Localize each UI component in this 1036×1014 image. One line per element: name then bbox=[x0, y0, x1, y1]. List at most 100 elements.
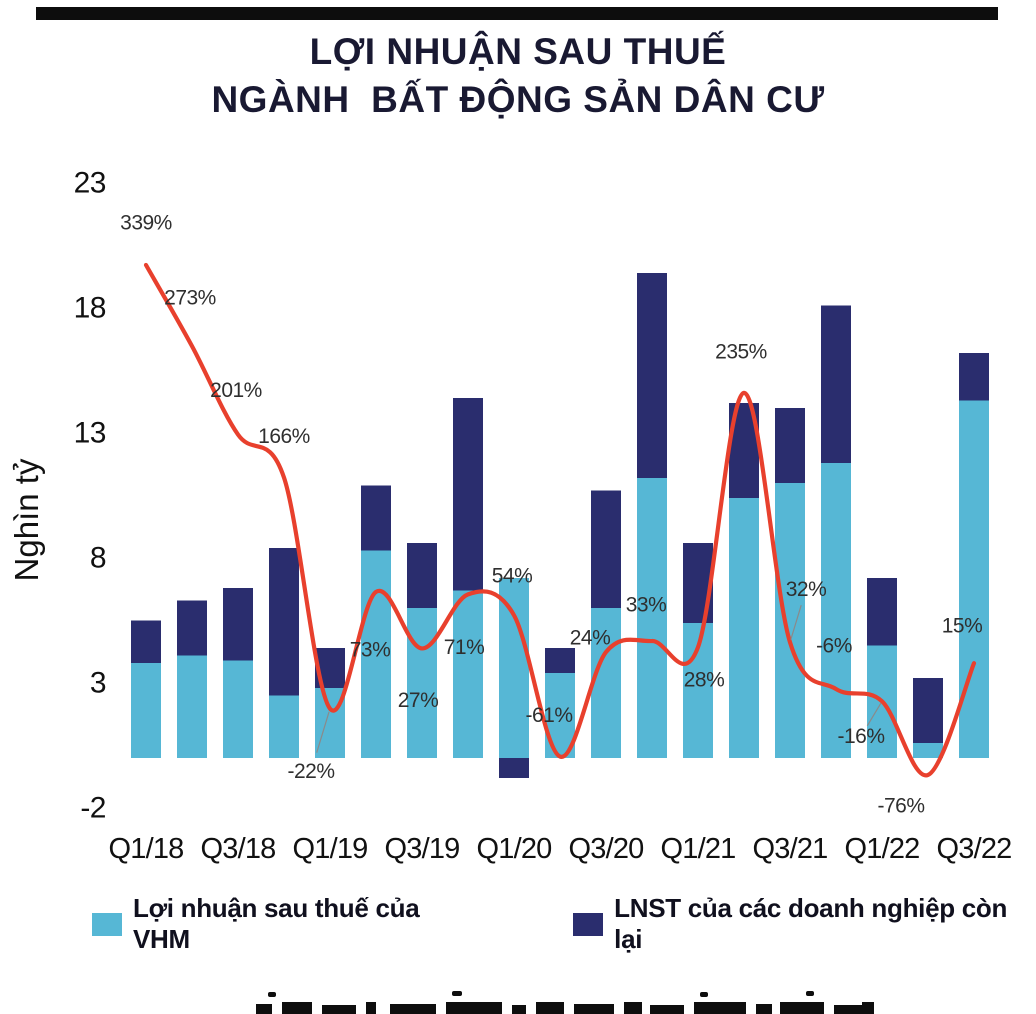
bar-vhm-Q3/20 bbox=[591, 608, 621, 758]
y-tick-13: 13 bbox=[74, 417, 106, 450]
bar-others-Q1/20 bbox=[499, 758, 529, 778]
caption-accent-fragment bbox=[268, 992, 276, 997]
y-tick-18: 18 bbox=[74, 292, 106, 325]
bar-others-Q3/21 bbox=[775, 408, 805, 483]
x-tick-Q3/18: Q3/18 bbox=[201, 833, 276, 865]
annotation-54%: 54% bbox=[492, 565, 533, 588]
growth-line bbox=[143, 262, 977, 778]
annotation-leader--22% bbox=[316, 711, 330, 753]
caption-fragment bbox=[446, 1002, 502, 1014]
annotation-339%: 339% bbox=[120, 212, 172, 235]
caption-fragment bbox=[536, 1002, 564, 1014]
annotation-24%: 24% bbox=[570, 627, 611, 650]
annotation--16%: -16% bbox=[837, 725, 884, 748]
bar-others-Q1/18 bbox=[131, 620, 161, 663]
caption-fragment bbox=[624, 1002, 642, 1014]
bar-vhm-Q3/18 bbox=[223, 660, 253, 758]
bar-others-Q2/22 bbox=[913, 678, 943, 743]
caption-fragment bbox=[756, 1004, 772, 1014]
bar-vhm-Q2/19 bbox=[361, 550, 391, 758]
x-tick-Q1/19: Q1/19 bbox=[293, 833, 368, 865]
caption-fragment bbox=[512, 1005, 526, 1014]
chart-title-line1: LỢI NHUẬN SAU THUẾ bbox=[309, 31, 727, 72]
bar-others-Q4/19 bbox=[453, 398, 483, 591]
bar-others-Q4/21 bbox=[821, 305, 851, 463]
caption-fragment bbox=[282, 1002, 312, 1014]
annotation-27%: 27% bbox=[398, 689, 439, 712]
annotation-166%: 166% bbox=[258, 425, 310, 448]
bar-vhm-Q3/19 bbox=[407, 608, 437, 758]
x-tick-Q3/22: Q3/22 bbox=[937, 833, 1012, 865]
y-tick-8: 8 bbox=[90, 542, 106, 575]
annotation--22%: -22% bbox=[287, 760, 334, 783]
annotation--61%: -61% bbox=[525, 704, 572, 727]
bar-vhm-Q1/18 bbox=[131, 663, 161, 758]
caption-fragment bbox=[322, 1005, 356, 1014]
legend-item-others: LNST của các doanh nghiệp còn lại bbox=[573, 893, 1036, 955]
bar-vhm-Q3/22 bbox=[959, 400, 989, 758]
y-tick-23: 23 bbox=[74, 167, 106, 200]
legend-label-others: LNST của các doanh nghiệp còn lại bbox=[614, 893, 1008, 954]
bar-others-Q2/19 bbox=[361, 485, 391, 551]
bar-vhm-Q2/18 bbox=[177, 655, 207, 758]
x-tick-Q3/21: Q3/21 bbox=[753, 833, 828, 865]
bar-vhm-Q1/20 bbox=[499, 578, 529, 758]
chart-title-line2: NGÀNH BẤT ĐỘNG SẢN DÂN CƯ bbox=[211, 79, 825, 120]
x-tick-Q1/20: Q1/20 bbox=[477, 833, 552, 865]
caption-fragment bbox=[390, 1004, 436, 1014]
bar-vhm-Q2/22 bbox=[913, 743, 943, 758]
bar-others-Q3/18 bbox=[223, 588, 253, 661]
caption-fragment bbox=[650, 1005, 684, 1014]
caption-fragment bbox=[862, 1002, 874, 1014]
bar-vhm-Q4/19 bbox=[453, 590, 483, 758]
bar-vhm-Q4/20 bbox=[637, 478, 667, 758]
legend: Lợi nhuận sau thuế của VHM LNST của các … bbox=[92, 893, 1036, 955]
x-tick-Q1/18: Q1/18 bbox=[109, 833, 184, 865]
caption-fragment bbox=[780, 1002, 824, 1014]
bar-others-Q4/20 bbox=[637, 273, 667, 478]
bar-others-Q1/22 bbox=[867, 578, 897, 646]
bar-vhm-Q4/18 bbox=[269, 695, 299, 758]
legend-label-vhm: Lợi nhuận sau thuế của VHM bbox=[133, 893, 420, 954]
caption-accent-fragment bbox=[700, 992, 708, 997]
annotation-273%: 273% bbox=[164, 287, 216, 310]
x-tick-Q1/22: Q1/22 bbox=[845, 833, 920, 865]
top-divider-bar bbox=[36, 7, 998, 20]
bar-others-Q4/18 bbox=[269, 548, 299, 696]
x-tick-Q3/19: Q3/19 bbox=[385, 833, 460, 865]
annotation--76%: -76% bbox=[877, 794, 924, 817]
chart-title: LỢI NHUẬN SAU THUẾ NGÀNH BẤT ĐỘNG SẢN DÂ… bbox=[14, 28, 1022, 124]
annotation-71%: 71% bbox=[444, 636, 485, 659]
annotation-leader--16% bbox=[866, 702, 882, 727]
annotation-leader-32% bbox=[790, 604, 802, 640]
legend-item-vhm: Lợi nhuận sau thuế của VHM bbox=[92, 893, 478, 955]
bar-vhm-Q2/21 bbox=[729, 498, 759, 758]
annotation-15%: 15% bbox=[942, 615, 983, 638]
y-tick--2: -2 bbox=[80, 792, 106, 825]
bar-others-Q2/20 bbox=[545, 648, 575, 673]
x-tick-Q1/21: Q1/21 bbox=[661, 833, 736, 865]
bar-vhm-Q3/21 bbox=[775, 483, 805, 758]
bar-vhm-Q4/21 bbox=[821, 463, 851, 758]
legend-swatch-others bbox=[573, 912, 604, 936]
bar-others-Q3/20 bbox=[591, 490, 621, 608]
annotation--6%: -6% bbox=[816, 634, 852, 657]
annotation-33%: 33% bbox=[626, 594, 667, 617]
y-tick-3: 3 bbox=[90, 667, 106, 700]
caption-fragment bbox=[694, 1002, 746, 1014]
caption-accent-fragment bbox=[806, 991, 814, 996]
annotation-201%: 201% bbox=[210, 379, 262, 402]
annotation-235%: 235% bbox=[715, 340, 767, 363]
annotation-32%: 32% bbox=[786, 578, 827, 601]
annotation-28%: 28% bbox=[684, 669, 725, 692]
caption-fragment bbox=[256, 1004, 272, 1014]
y-axis-label: Nghìn tỷ bbox=[8, 458, 45, 581]
caption-fragment bbox=[366, 1002, 376, 1014]
caption-accent-fragment bbox=[452, 991, 462, 996]
legend-swatch-vhm bbox=[92, 912, 122, 936]
annotation-73%: 73% bbox=[350, 638, 391, 661]
caption-fragment bbox=[834, 1005, 864, 1014]
bar-others-Q3/19 bbox=[407, 543, 437, 608]
